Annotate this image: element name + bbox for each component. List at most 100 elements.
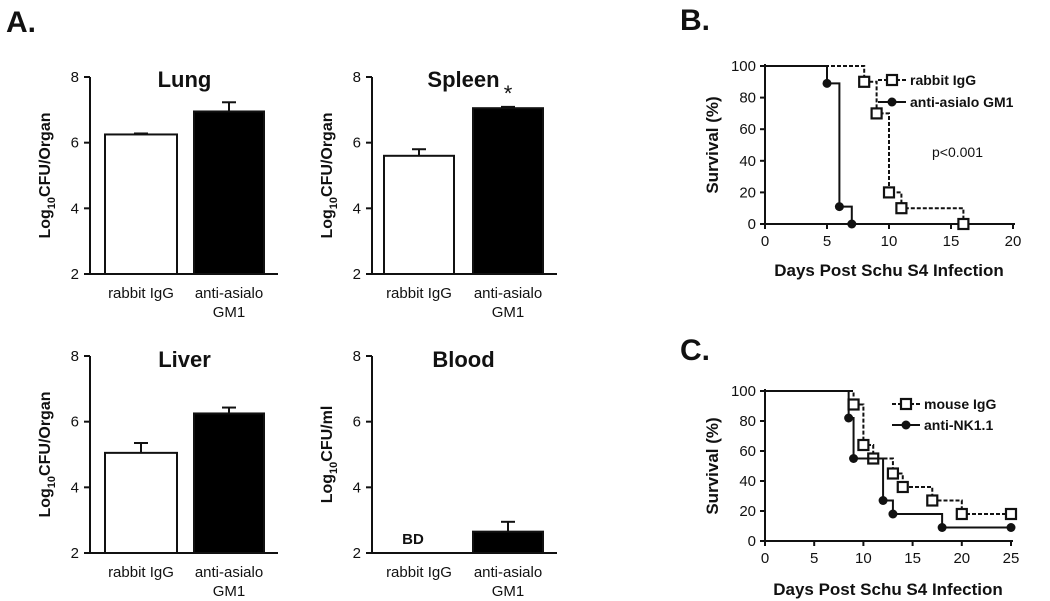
y-axis-label-unit: CFU/Organ: [319, 112, 336, 196]
significance-marker: *: [504, 81, 513, 106]
y-axis-label: Survival (%): [703, 417, 722, 514]
legend-label: rabbit IgG: [910, 72, 976, 88]
y-axis-label-sub: 10: [46, 197, 58, 209]
y-tick-label: 8: [353, 69, 361, 86]
category-label: rabbit IgG: [386, 285, 452, 302]
y-tick-label: 2: [353, 545, 361, 562]
event-marker-circle: [888, 509, 898, 519]
censor-marker-square: [858, 75, 871, 88]
y-tick-label: 8: [353, 348, 361, 365]
y-tick-label: 8: [71, 348, 79, 365]
y-tick-label: 6: [353, 135, 361, 152]
censor-marker-square: [957, 217, 970, 231]
below-detection-label: BD: [402, 531, 424, 548]
x-tick-label: 10: [855, 550, 872, 567]
y-tick-label: 2: [353, 266, 361, 283]
y-axis-label: Log10CFU/Organ: [319, 112, 340, 238]
category-label: anti-asialo: [195, 564, 263, 581]
bar-chart-liver: 2 4 6 8 Liver Log10CFU/Organ rabbit IgG anti-as…: [37, 347, 278, 600]
y-axis-label-log: Log: [37, 209, 54, 238]
y-axis-label-unit: CFU/Organ: [37, 112, 54, 196]
censor-marker-square: [926, 494, 939, 507]
x-tick-label: 0: [761, 550, 769, 567]
censor-marker-square: [882, 186, 896, 199]
x-tick-label: 10: [881, 233, 898, 250]
bar-anti-asialo-gm1: [472, 530, 544, 554]
y-tick-label: 60: [739, 443, 756, 460]
x-tick-label: 25: [1003, 550, 1020, 567]
y-axis-label-log: Log: [319, 209, 336, 238]
bar-anti-asialo-gm1: [193, 110, 265, 275]
censor-marker-square: [895, 202, 908, 215]
survival-curve-mouse-igg: [765, 390, 1011, 515]
y-tick-label: 6: [71, 414, 79, 431]
event-marker-circle: [849, 454, 859, 463]
bar-anti-asialo-gm1: [472, 107, 544, 275]
chart-title: Liver: [158, 347, 211, 372]
y-tick-label: 60: [739, 121, 756, 138]
bar-rabbit-igg: [104, 451, 178, 555]
legend-circle-marker: [901, 420, 911, 430]
y-axis-label: Log10CFU/ml: [319, 406, 340, 504]
censor-marker-square: [955, 507, 968, 521]
y-axis-label-log: Log: [319, 474, 336, 503]
y-axis-label-unit: CFU/ml: [319, 406, 336, 462]
y-tick-label: 2: [71, 266, 79, 283]
x-tick-label: 5: [810, 550, 818, 567]
bar-rabbit-igg: [104, 133, 178, 275]
category-label: anti-asialo: [195, 285, 263, 302]
bar-anti-asialo-gm1: [193, 412, 265, 555]
y-tick-label: 0: [748, 533, 756, 550]
x-tick-label: 5: [823, 233, 831, 250]
y-tick-label: 80: [739, 413, 756, 430]
event-marker-circle: [878, 496, 888, 505]
panel-letter-c: C.: [680, 334, 710, 367]
censor-marker-square: [896, 480, 909, 494]
y-tick-label: 4: [353, 200, 361, 217]
panel-letter-a: A.: [6, 6, 36, 39]
y-axis-label-sub: 10: [328, 462, 340, 474]
p-value-annotation: p<0.001: [932, 144, 983, 160]
y-tick-label: 40: [739, 473, 756, 490]
x-tick-label: 15: [904, 550, 921, 567]
chart-title: Blood: [432, 347, 494, 372]
category-label: GM1: [492, 583, 525, 600]
x-axis-label: Days Post Schu S4 Infection: [773, 580, 1003, 599]
event-marker-circle: [937, 523, 947, 532]
x-tick-label: 0: [761, 233, 769, 250]
y-tick-label: 8: [71, 69, 79, 86]
legend-label: mouse IgG: [924, 396, 996, 412]
event-marker-circle: [844, 413, 854, 423]
censor-marker-square: [886, 467, 900, 480]
legend-label: anti-NK1.1: [924, 417, 993, 433]
legend-circle-marker: [887, 97, 897, 107]
legend-square-marker: [899, 397, 913, 411]
bar-rabbit-igg: [383, 154, 455, 275]
x-tick-label: 20: [953, 550, 970, 567]
y-tick-label: 80: [739, 90, 756, 107]
censor-marker-square: [1004, 507, 1018, 521]
y-axis-label-log: Log: [37, 488, 54, 517]
x-tick-label: 15: [943, 233, 960, 250]
censor-marker-square: [870, 107, 883, 120]
bar-chart-lung: 2 4 6 8 Lung Log10CFU/Organ rabbit IgG anti-asi…: [37, 67, 278, 321]
y-tick-label: 40: [739, 153, 756, 170]
event-marker-circle: [1006, 523, 1016, 532]
y-axis-label: Log10CFU/Organ: [37, 112, 58, 238]
y-axis-label: Log10CFU/Organ: [37, 391, 58, 517]
y-tick-label: 4: [71, 200, 79, 217]
y-axis-label-sub: 10: [46, 476, 58, 488]
y-tick-label: 100: [731, 58, 756, 75]
panel-letter-b: B.: [680, 4, 710, 37]
legend-square-marker: [885, 73, 899, 87]
category-label: GM1: [213, 583, 246, 600]
survival-curve-anti-asialo-gm1: [765, 65, 853, 224]
y-tick-label: 0: [748, 216, 756, 233]
category-label: GM1: [492, 304, 525, 321]
category-label: rabbit IgG: [108, 564, 174, 581]
legend-label: anti-asialo GM1: [910, 94, 1014, 110]
category-label: rabbit IgG: [108, 285, 174, 302]
